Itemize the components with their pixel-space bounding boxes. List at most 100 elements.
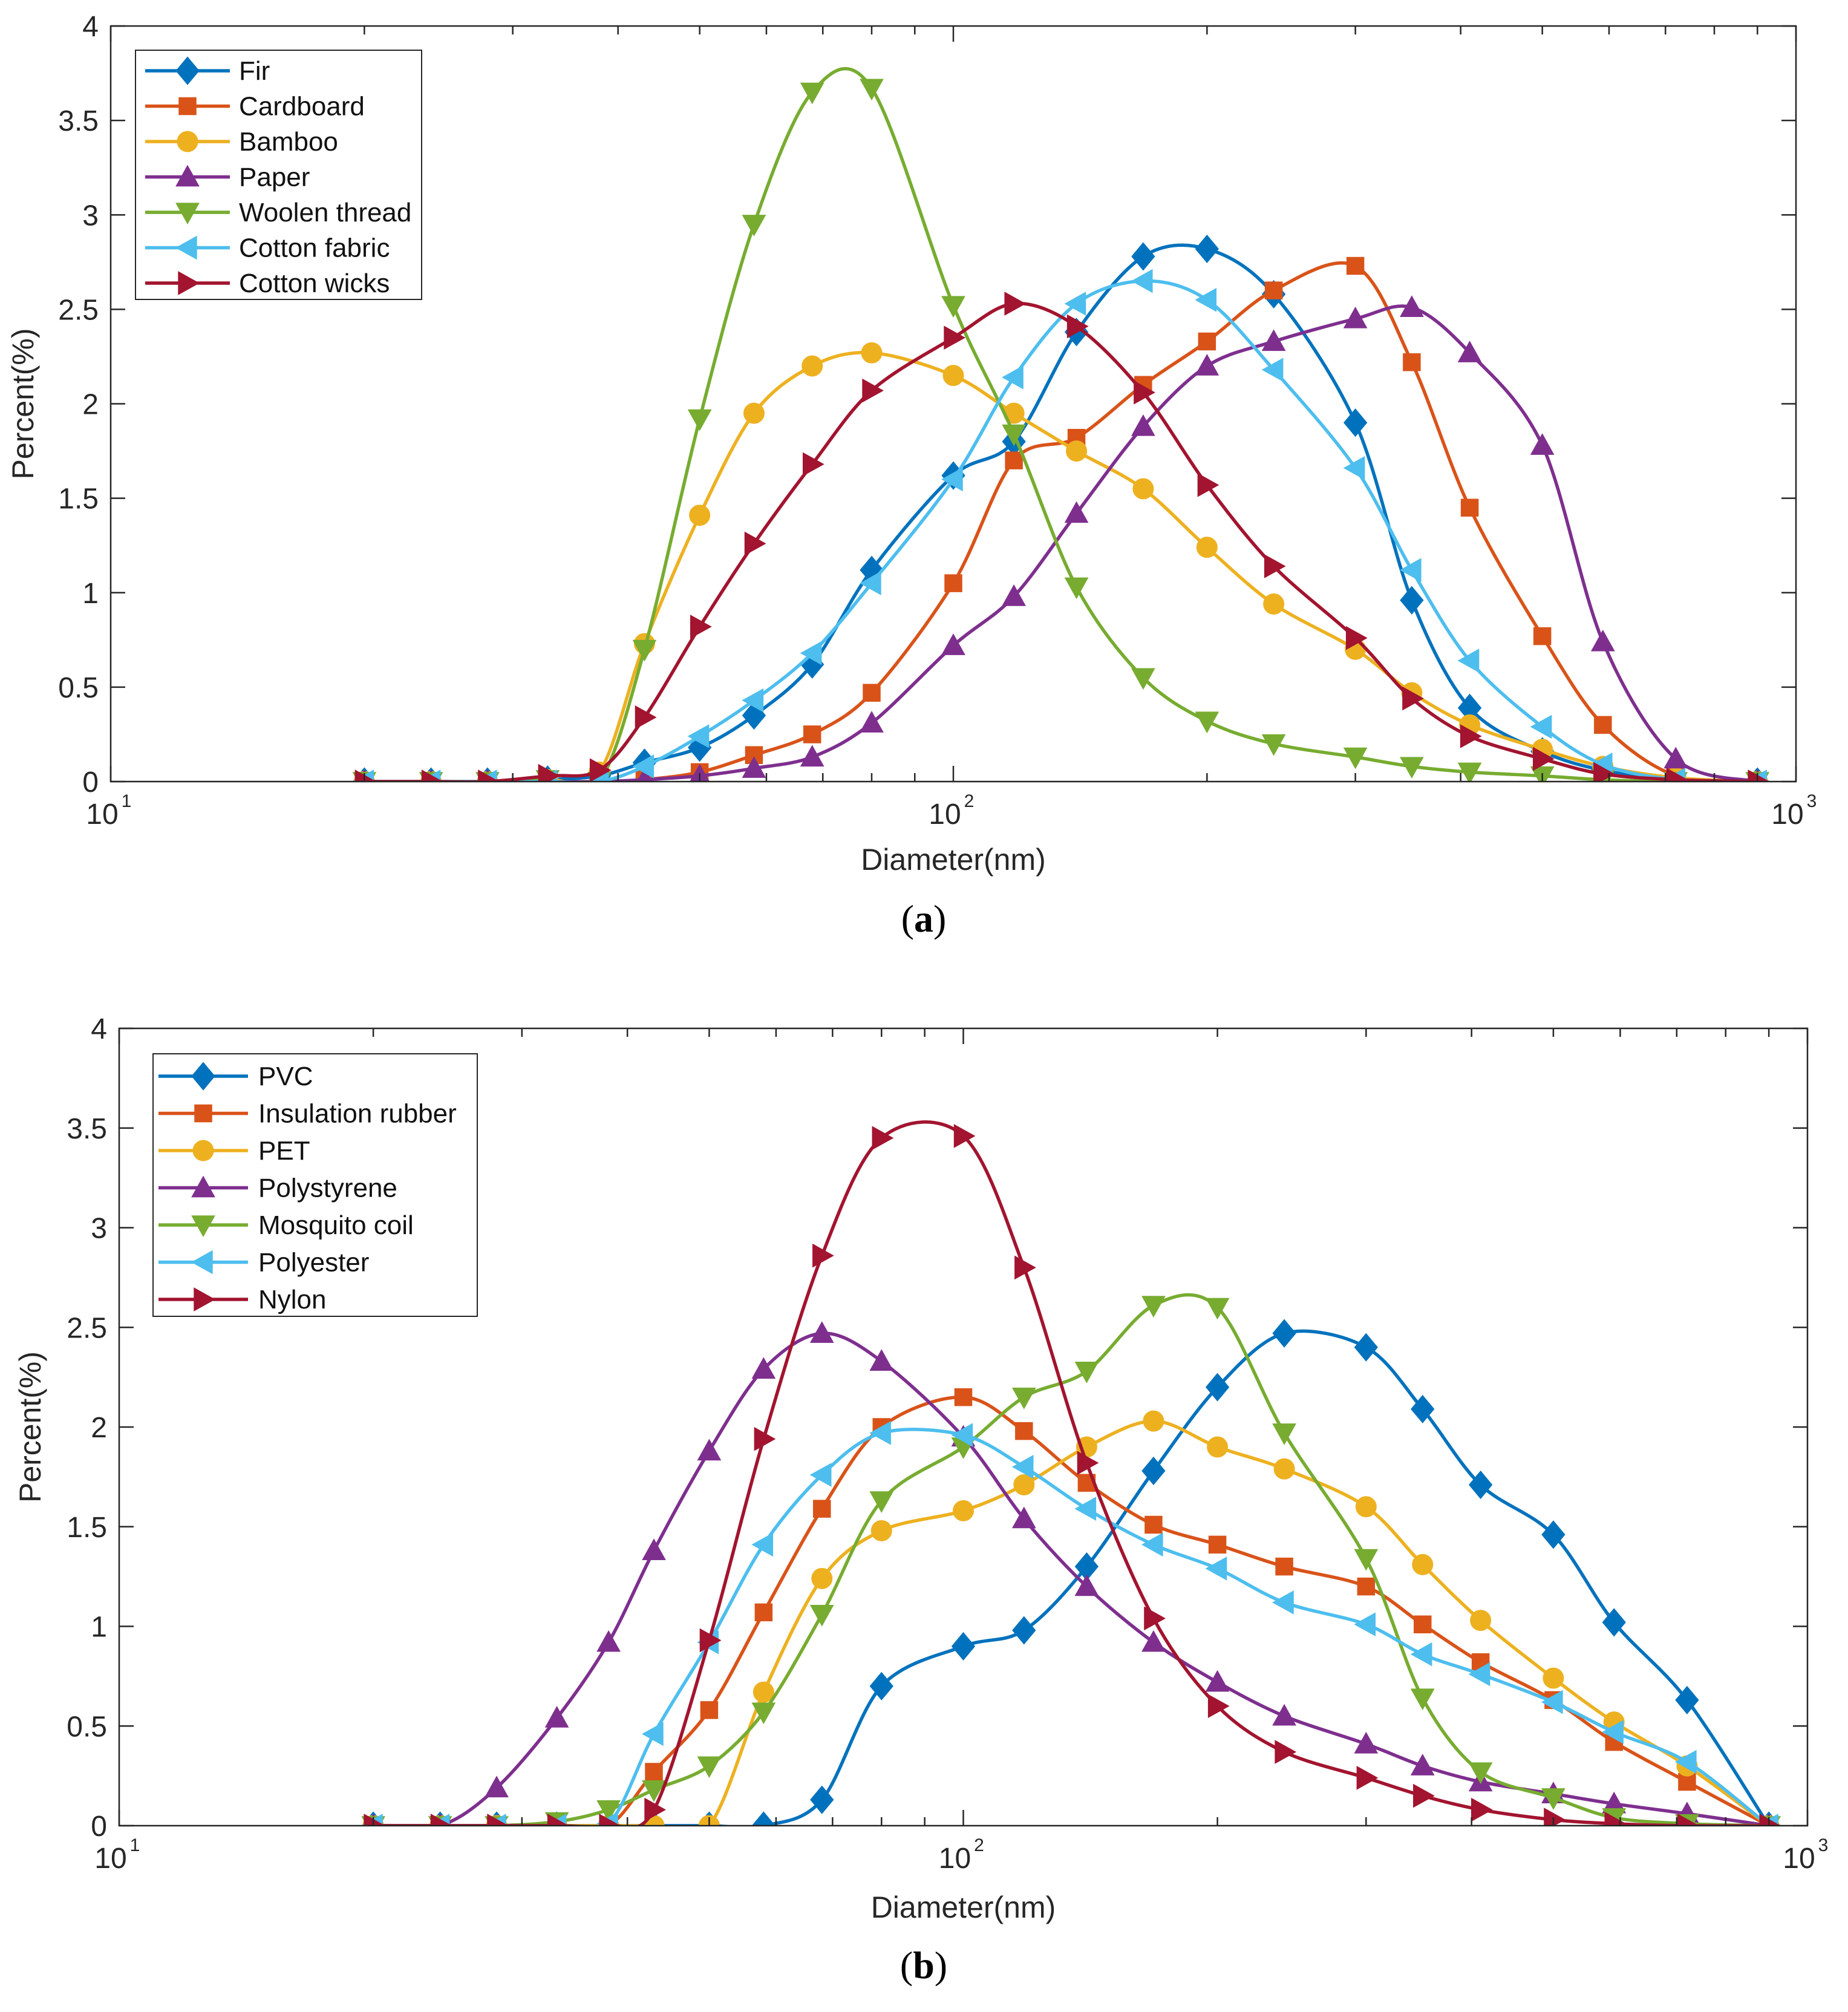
data-point	[1602, 1608, 1626, 1637]
data-point	[1141, 1456, 1166, 1486]
y-tick-label: 2.5	[58, 294, 99, 326]
data-point	[1400, 295, 1424, 317]
legend-marker	[177, 131, 198, 152]
y-tick-label: 0.5	[58, 672, 99, 704]
legend-entry: Insulation rubber	[158, 1099, 457, 1129]
data-point	[1471, 1797, 1493, 1822]
data-point	[1015, 1422, 1033, 1440]
legend-entry: Bamboo	[145, 127, 338, 157]
data-point	[1664, 746, 1688, 769]
series-line	[373, 1331, 1769, 1826]
data-point	[809, 1321, 834, 1343]
caption-open-paren: (	[901, 897, 914, 940]
data-point	[1074, 1574, 1099, 1596]
legend-marker	[178, 97, 197, 116]
x-tick-label: 10 2	[939, 1835, 984, 1875]
data-point	[1141, 1630, 1166, 1652]
legend-label: Fir	[239, 56, 270, 86]
legend: PVC Insulation rubber PET Polystyrene Mosqui…	[152, 1053, 478, 1317]
y-tick-label: 1.5	[67, 1512, 107, 1544]
x-tick-base: 10	[929, 799, 961, 831]
y-tick-label: 2	[82, 389, 99, 421]
legend-label: Paper	[239, 163, 310, 192]
data-point	[859, 571, 881, 595]
y-tick-label: 3	[82, 200, 99, 232]
panel-caption: (a)	[901, 897, 947, 940]
data-point	[862, 378, 884, 403]
data-point	[1273, 1458, 1295, 1480]
data-point	[1004, 292, 1027, 316]
data-point	[1533, 627, 1552, 645]
legend-marker	[191, 1062, 215, 1091]
data-point	[635, 705, 657, 730]
legend-marker	[175, 203, 200, 225]
data-point	[632, 754, 655, 779]
data-point	[1400, 757, 1424, 779]
data-point	[1354, 1333, 1378, 1362]
data-point	[642, 1780, 666, 1802]
legend-entry: Cotton fabric	[145, 234, 390, 263]
data-point	[1759, 1814, 1781, 1826]
x-tick-label: 10 3	[1783, 1835, 1828, 1875]
data-point	[1064, 501, 1089, 523]
x-tick-label: 10 2	[929, 791, 974, 831]
data-point	[1666, 768, 1688, 782]
series-polystyrene	[366, 1321, 1776, 1826]
legend-entry: PVC	[158, 1062, 313, 1091]
data-point	[689, 505, 711, 526]
data-point	[1399, 558, 1422, 583]
y-tick-label: 0	[91, 1811, 107, 1843]
legend-entry: Mosquito coil	[158, 1210, 414, 1240]
data-point	[1530, 714, 1552, 739]
x-tick-base: 10	[1783, 1843, 1815, 1875]
legend-label: Insulation rubber	[258, 1099, 457, 1129]
data-point	[869, 1349, 894, 1371]
data-point	[596, 1630, 621, 1652]
data-point	[1468, 1470, 1493, 1500]
data-point	[1011, 1455, 1034, 1479]
data-point	[544, 1706, 569, 1728]
data-point	[1263, 593, 1285, 615]
data-point	[1208, 1535, 1227, 1554]
data-point	[1275, 1740, 1297, 1764]
data-point	[1410, 1754, 1435, 1775]
data-point	[687, 724, 710, 748]
data-point	[944, 574, 962, 592]
data-point	[1066, 440, 1088, 462]
data-point	[1357, 1577, 1376, 1596]
data-point	[1590, 629, 1615, 652]
data-point	[811, 1567, 833, 1589]
data-point	[751, 1532, 774, 1557]
data-point	[1272, 1590, 1294, 1615]
data-point	[642, 1538, 666, 1560]
data-point	[742, 756, 766, 778]
data-point	[1355, 1496, 1377, 1518]
data-point	[636, 767, 653, 782]
data-point	[809, 1605, 834, 1627]
data-point	[745, 746, 763, 765]
data-point	[1346, 256, 1365, 275]
data-point	[1143, 1410, 1164, 1432]
data-point	[1541, 1520, 1566, 1549]
y-tick-label: 2	[91, 1412, 107, 1444]
data-point	[1356, 1766, 1379, 1790]
legend-entry: Paper	[145, 163, 310, 192]
data-point	[942, 365, 964, 387]
data-point	[1064, 292, 1086, 316]
data-point	[1460, 498, 1479, 517]
data-point	[1014, 1255, 1036, 1280]
data-point	[860, 79, 884, 101]
data-point	[860, 711, 884, 733]
data-point	[1064, 577, 1089, 599]
data-point	[869, 1421, 891, 1445]
x-tick-base: 10	[1771, 799, 1803, 831]
legend-marker	[191, 1215, 215, 1238]
data-point	[1205, 1373, 1230, 1402]
data-point	[697, 1756, 722, 1778]
y-tick-label: 3.5	[58, 105, 99, 137]
x-tick-exponent: 1	[122, 791, 132, 811]
x-axis-label: Diameter(nm)	[871, 1890, 1056, 1924]
x-tick-exponent: 2	[974, 1835, 984, 1855]
data-point	[1195, 234, 1219, 264]
